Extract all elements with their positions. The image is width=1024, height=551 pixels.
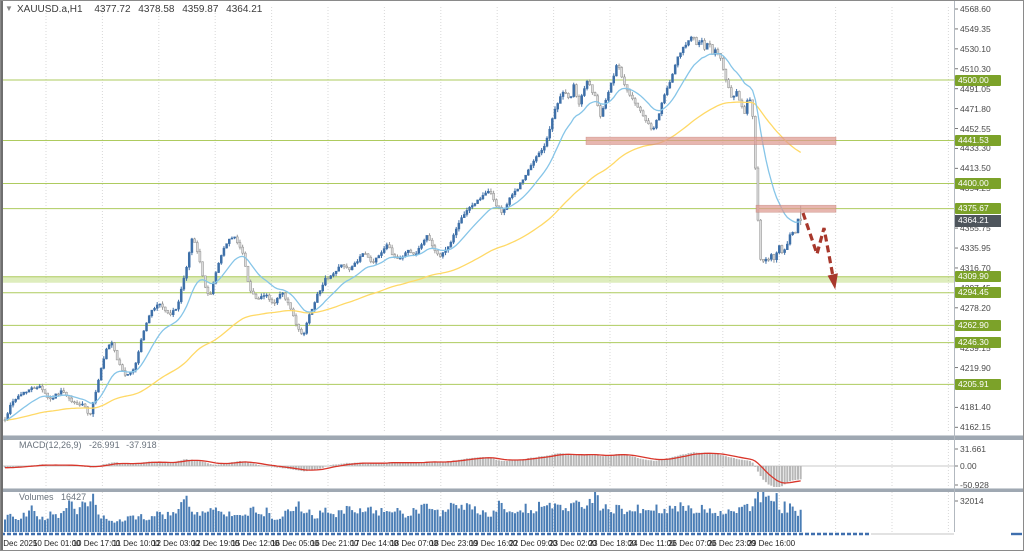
- volumes-value: 16427: [61, 492, 87, 502]
- zone-rectangles: [585, 136, 837, 213]
- price-axis-separator: [954, 1, 955, 532]
- price-level-label: 4294.45: [955, 287, 1001, 299]
- price-level-label: 4500.00: [955, 74, 1001, 86]
- price-level-label: 4400.00: [955, 178, 1001, 189]
- price-axis-tick-label: 4162.15: [960, 422, 991, 433]
- time-axis-label: 15 Dec 12:00: [231, 539, 279, 548]
- price-axis-tick-label: 4568.60: [960, 4, 991, 14]
- symbol-ohlc-readout: XAUUSD.a,H1 4377.72 4378.58 4359.87 4364…: [17, 4, 267, 15]
- volumes-panel: [4, 492, 802, 532]
- time-axis-label: 10 Dec 01:00: [32, 539, 81, 548]
- price-axis-tick-label: 4549.35: [960, 23, 991, 34]
- candles-layer: [3, 35, 802, 423]
- price-axis-tick-label: 4219.90: [960, 362, 991, 373]
- ma-fast-line[interactable]: [4, 52, 801, 421]
- volumes-scale-max: 32014: [960, 496, 984, 506]
- macd-scale-zero: 0.00: [960, 461, 977, 471]
- price-axis-tick-label: 4278.20: [960, 302, 991, 313]
- time-axis-label: 18 Dec 07:00: [390, 539, 438, 548]
- price-axis-tick-label: 4491.05: [960, 83, 991, 94]
- macd-signal-line: [5, 452, 801, 484]
- time-axis-label: 18 Dec 23:00: [429, 539, 478, 548]
- macd-value: -26.991: [89, 440, 120, 450]
- macd-name-label: MACD(12,26,9): [19, 440, 82, 450]
- current-price-label: 4364.21: [955, 214, 1001, 227]
- macd-indicator-label: MACD(12,26,9) -26.991 -37.918: [19, 440, 157, 450]
- macd-panel: [1, 452, 954, 487]
- high-value: 4378.58: [138, 4, 175, 15]
- annotation-arrow: [801, 212, 838, 290]
- volumes-name-label: Volumes: [19, 492, 54, 502]
- time-axis-label: 11 Dec 10:00: [112, 539, 160, 548]
- time-axis-label: 23 Dec 02:00: [549, 539, 597, 548]
- time-axis-label: 26 Dec 23:00: [707, 539, 756, 548]
- symbol-timeframe-label: XAUUSD.a,H1: [17, 4, 83, 15]
- support-zone-band[interactable]: [1, 276, 954, 283]
- close-value: 4364.21: [226, 4, 263, 15]
- resistance-zone-rectangle[interactable]: [755, 204, 837, 213]
- macd-scale-min: -50.928: [960, 480, 989, 490]
- price-axis-tick-label: 4181.40: [960, 402, 991, 413]
- price-axis-tick-label: 4510.30: [960, 63, 991, 74]
- time-axis-label: 19 Dec 16:00: [469, 539, 518, 548]
- macd-signal-value: -37.918: [126, 440, 157, 450]
- time-axis-label: 26 Dec 07:00: [668, 539, 716, 548]
- volumes-panel-divider[interactable]: [1, 488, 1023, 492]
- moving-averages: [4, 52, 802, 421]
- price-level-label: 4375.67: [955, 203, 1001, 215]
- volumes-indicator-label: Volumes 16427: [19, 492, 86, 502]
- time-axis-label: 23 Dec 18:00: [588, 539, 637, 548]
- chart-menu-triangle-icon[interactable]: ▼: [5, 4, 13, 13]
- price-level-label: 4309.90: [955, 271, 1001, 283]
- price-level-label: 4205.91: [955, 378, 1001, 390]
- projection-arrow-line[interactable]: [801, 212, 836, 283]
- time-axis-label: 17 Dec 14:00: [350, 539, 399, 548]
- time-axis-label: 12 Dec 03:00: [152, 539, 200, 548]
- grid-lines: [45, 7, 949, 532]
- price-axis-tick-label: 4471.80: [960, 103, 991, 114]
- projection-arrow-head[interactable]: [827, 273, 838, 290]
- open-value: 4377.72: [94, 4, 131, 15]
- time-axis-label: 12 Dec 19:00: [191, 539, 240, 548]
- low-value: 4359.87: [182, 4, 219, 15]
- time-axis-label: 9 Dec 2025: [0, 539, 38, 548]
- time-axis-label: 10 Dec 17:00: [72, 539, 121, 548]
- price-level-label: 4441.53: [955, 135, 1001, 147]
- time-axis-label: 22 Dec 09:00: [509, 539, 557, 548]
- time-axis-label: 24 Dec 11:00: [628, 539, 676, 548]
- price-axis-tick-label: 4316.70: [960, 262, 991, 273]
- price-level-label: 4246.30: [955, 337, 1001, 349]
- macd-scale-max: 31.661: [960, 444, 986, 454]
- price-axis-tick-label: 4335.95: [960, 243, 991, 254]
- time-axis-label: 16 Dec 05:00: [271, 539, 319, 548]
- time-axis-label: 29 Dec 16:00: [747, 539, 796, 548]
- price-axis-tick-label: 4413.50: [960, 163, 991, 174]
- resistance-zone-rectangle[interactable]: [585, 136, 837, 145]
- price-axis-tick-label: 4355.75: [960, 223, 991, 234]
- time-axis-label: 16 Dec 21:00: [310, 539, 359, 548]
- price-axis-tick-label: 4433.30: [960, 143, 991, 154]
- price-level-label: 4262.90: [955, 319, 1001, 331]
- macd-panel-divider[interactable]: [1, 435, 1023, 440]
- price-axis-tick-label: 4452.55: [960, 123, 991, 134]
- price-axis-tick-label: 4530.10: [960, 43, 991, 54]
